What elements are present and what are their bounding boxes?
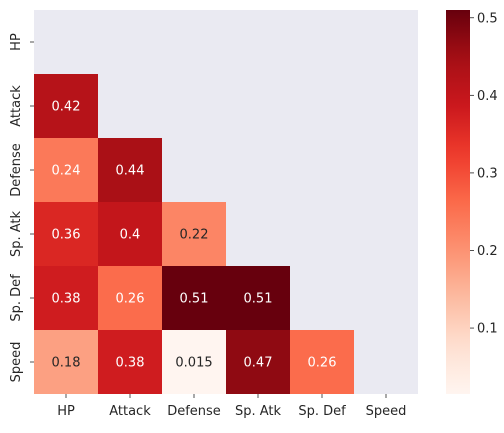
heatmap-cell: [162, 202, 226, 266]
heatmap-cell: [34, 202, 98, 266]
y-tick-label: Sp. Atk: [9, 211, 24, 258]
cell-value-label: 0.26: [308, 356, 337, 371]
x-tick-label: Defense: [167, 404, 221, 419]
cell-value-label: 0.47: [244, 356, 273, 371]
heatmap-cell: [34, 74, 98, 138]
cell-value-label: 0.36: [52, 228, 81, 243]
colorbar-tick-label: 0.4: [477, 89, 498, 104]
x-tick-label: Speed: [366, 404, 407, 419]
cell-value-label: 0.44: [116, 164, 145, 179]
cell-value-label: 0.51: [180, 292, 209, 307]
heatmap-cell: [226, 266, 290, 330]
heatmap-cell: [98, 266, 162, 330]
heatmap-cell: [162, 330, 226, 394]
cell-value-label: 0.4: [120, 228, 141, 243]
heatmap-cell: [34, 266, 98, 330]
heatmap-cell: [290, 330, 354, 394]
cell-value-label: 0.18: [52, 356, 81, 371]
y-tick-label: Attack: [9, 85, 24, 127]
x-tick-label: Attack: [109, 404, 151, 419]
heatmap-cell: [98, 138, 162, 202]
cell-value-label: 0.38: [52, 292, 81, 307]
x-tick-label: Sp. Atk: [235, 404, 282, 419]
colorbar-tick-label: 0.1: [477, 322, 498, 337]
cell-value-label: 0.42: [52, 100, 81, 115]
colorbar-tick-label: 0.3: [477, 166, 498, 181]
heatmap-cell: [226, 330, 290, 394]
cell-value-label: 0.015: [175, 356, 212, 371]
colorbar-tick-label: 0.5: [477, 11, 498, 26]
heatmap-cell: [34, 138, 98, 202]
y-tick-label: Sp. Def: [9, 274, 24, 322]
x-tick-label: HP: [57, 404, 75, 419]
y-tick-label: Speed: [9, 342, 24, 383]
cell-value-label: 0.51: [244, 292, 273, 307]
y-tick-label: Defense: [9, 143, 24, 197]
heatmap-cell: [98, 202, 162, 266]
cell-value-label: 0.22: [180, 228, 209, 243]
heatmap-cell: [98, 330, 162, 394]
heatmap-cell: [162, 266, 226, 330]
y-tick-label: HP: [9, 33, 24, 51]
colorbar: [446, 10, 470, 394]
x-tick-label: Sp. Def: [298, 404, 346, 419]
heatmap-cell: [34, 330, 98, 394]
cell-value-label: 0.38: [116, 356, 145, 371]
cell-value-label: 0.24: [52, 164, 81, 179]
cell-value-label: 0.26: [116, 292, 145, 307]
colorbar-tick-label: 0.2: [477, 244, 498, 259]
